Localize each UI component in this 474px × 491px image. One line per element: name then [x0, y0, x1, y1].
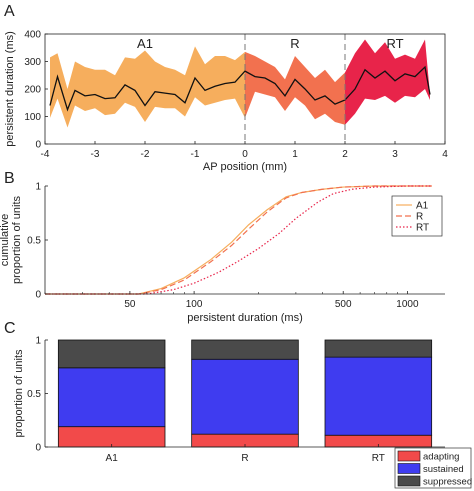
panel-a-region-labels: A1 R RT [137, 36, 404, 51]
bar-suppressed-rt [324, 339, 433, 358]
panel-letter-a: A [4, 3, 15, 20]
x-tick-label: -1 [191, 149, 200, 160]
legend-swatch-sustained [397, 463, 421, 474]
panel-c-bars [57, 339, 433, 448]
legend-label-a1: A1 [416, 201, 429, 212]
band-rt [345, 39, 430, 125]
legend-label-adapting: adapting [423, 452, 459, 463]
panel-c-x-ticks: A1 R RT [106, 444, 385, 464]
x-tick-label: -4 [41, 149, 50, 160]
x-tick-label: 50 [124, 299, 136, 310]
panel-c-chart: A1 R RT 00.51 proportion of units adapting… [13, 336, 472, 489]
bar-sustained-rt [324, 356, 433, 436]
region-label-r: R [290, 36, 299, 51]
panel-a-y-ticks: 0 100 200 300 400 [24, 30, 48, 151]
panel-a-chart: A1 R RT -4 -3 -2 -1 0 1 2 3 4 0 100 200 300 400 AP pos… [4, 30, 448, 174]
panel-a-mean-line [49, 65, 431, 112]
bar-sustained-r [191, 358, 299, 435]
legend-swatch-suppressed [397, 475, 421, 487]
x-tick-label: 4 [442, 149, 448, 160]
panel-letter-b: B [4, 170, 15, 187]
x-tick-label: R [241, 453, 248, 464]
panel-b-chart: 50 100 500 1000 00.51 persistent duration (… [0, 182, 445, 324]
cdf-line-r [45, 185, 432, 295]
y-tick-label: 0 [35, 290, 41, 301]
panel-a-x-label: AP position (mm) [203, 161, 287, 173]
panel-b-y-label: cumulativeproportion of units [0, 195, 23, 284]
y-tick-label: 1 [35, 182, 41, 193]
x-tick-label: -2 [141, 149, 150, 160]
panel-a-bands [50, 39, 430, 128]
y-tick-label: 400 [24, 30, 41, 41]
region-label-a1: A1 [137, 36, 153, 51]
x-tick-label: 1 [292, 149, 298, 160]
band-r [245, 51, 345, 125]
panel-letter-c: C [4, 320, 16, 337]
panel-b-x-ticks: 50 100 500 1000 [44, 291, 419, 310]
bar-sustained-a1 [57, 367, 166, 428]
y-tick-label: 300 [24, 57, 41, 68]
x-tick-label: 100 [186, 299, 203, 310]
legend-label-sustained: sustained [423, 464, 464, 475]
y-tick-label: 100 [24, 112, 41, 123]
panel-b-x-label: persistent duration (ms) [187, 312, 303, 324]
x-tick-label: 0 [242, 149, 248, 160]
x-tick-label: RT [372, 453, 385, 464]
panel-a-y-label: persistent duration (ms) [4, 31, 16, 147]
panel-b-y-ticks: 00.51 [27, 182, 48, 301]
x-tick-label: -3 [91, 149, 100, 160]
x-tick-label: 1000 [396, 299, 419, 310]
cdf-line-rt [45, 185, 432, 295]
bar-adapting-a1 [57, 426, 166, 448]
y-label-line: proportion of units [11, 195, 23, 284]
y-tick-label: 200 [24, 85, 41, 96]
x-tick-label: 2 [342, 149, 348, 160]
bar-suppressed-a1 [57, 339, 166, 369]
y-tick-label: 0.5 [27, 236, 41, 247]
legend-label-suppressed: suppressed [423, 477, 472, 488]
y-tick-label: 0 [35, 140, 41, 151]
panel-c-y-ticks: 00.51 [27, 336, 48, 454]
x-tick-label: 3 [392, 149, 398, 160]
cdf-line-a1 [45, 185, 432, 295]
bar-suppressed-r [191, 339, 299, 360]
panel-c-y-label: proportion of units [13, 349, 25, 438]
region-label-rt: RT [386, 36, 403, 51]
legend-swatch-adapting [397, 450, 421, 462]
legend-label-rt: RT [416, 223, 429, 234]
y-tick-label: 0 [35, 443, 41, 454]
band-a1 [50, 46, 245, 128]
y-tick-label: 0.5 [27, 389, 41, 400]
panel-a-dividers [244, 34, 346, 144]
panel-b-lines [45, 185, 432, 295]
y-tick-label: 1 [35, 336, 41, 347]
legend-label-r: R [416, 212, 423, 223]
x-tick-label: 500 [335, 299, 352, 310]
panel-a-x-ticks: -4 -3 -2 -1 0 1 2 3 4 [41, 141, 448, 160]
x-tick-label: A1 [106, 453, 119, 464]
y-label-line: cumulative [0, 214, 11, 267]
